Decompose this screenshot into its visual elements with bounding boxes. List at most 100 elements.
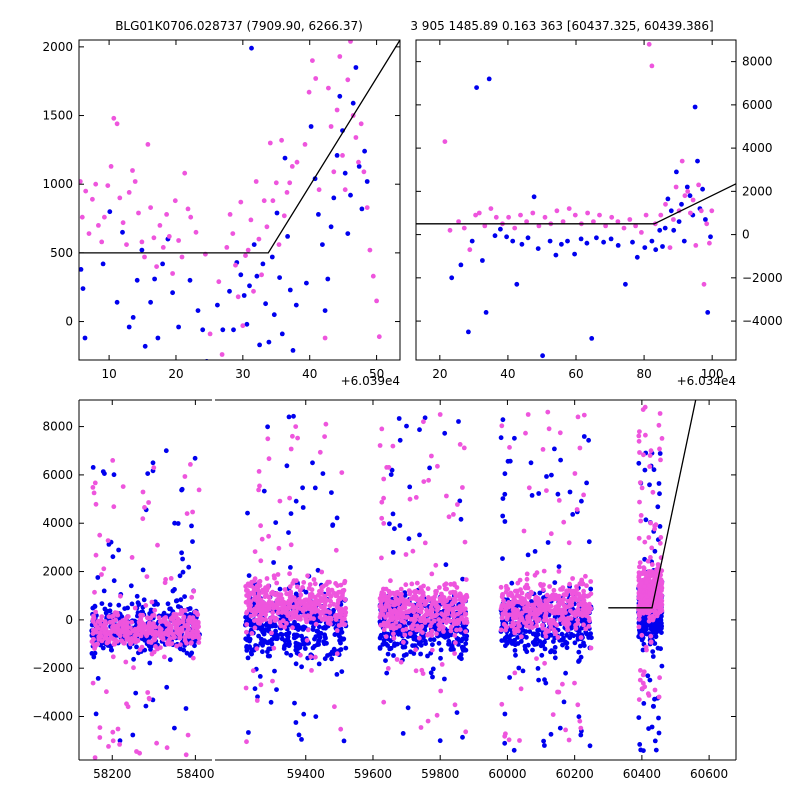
data-point [110,738,116,744]
data-point [638,518,644,524]
data-point [358,121,364,127]
data-point [256,469,262,474]
data-point [454,710,460,715]
data-point [524,219,529,225]
data-point [403,552,409,557]
data-point [316,187,322,193]
data-point [615,219,621,225]
data-point [572,251,577,257]
data-point [380,597,386,602]
data-point [299,664,304,670]
data-point [407,631,413,636]
data-point [157,627,163,633]
data-point [269,603,274,608]
data-point [318,611,324,616]
data-point [281,603,287,609]
data-point [518,686,524,692]
data-point [124,701,129,707]
data-point [681,238,687,244]
data-point [384,670,390,676]
data-point [403,582,409,588]
data-point [256,633,261,639]
data-point [91,642,97,647]
data-point [636,697,642,702]
data-point [97,725,103,730]
data-point [80,286,86,291]
data-point [529,590,534,596]
data-point [425,586,431,592]
data-point [172,520,178,526]
data-point [647,482,652,488]
x-tick-label: 58400 [176,767,214,781]
data-point [135,600,141,606]
data-point [165,601,171,607]
data-point [653,522,659,528]
data-point [102,214,107,220]
data-point [359,206,365,212]
data-point [650,654,656,659]
data-point [536,677,541,683]
data-point [168,616,174,622]
data-point [397,437,403,443]
series-a [79,45,370,360]
data-point [563,727,568,733]
data-point [540,447,546,452]
data-point [542,677,547,683]
data-point [461,225,467,231]
data-point [265,640,271,646]
data-point [182,594,188,599]
data-point [653,247,659,253]
data-point [96,637,102,642]
data-point [655,645,661,651]
data-point [196,633,201,638]
data-point [294,632,300,638]
data-point [584,631,589,637]
data-point [125,620,130,625]
data-point [104,640,110,646]
data-point [176,324,182,330]
y-tick-label: 1500 [42,109,73,123]
data-point [323,421,329,427]
data-point [641,701,647,706]
data-point [396,416,402,421]
data-point [597,212,602,218]
data-point [510,620,516,625]
data-point [458,516,464,522]
data-point [266,339,272,345]
data-point [576,629,582,634]
data-point [270,198,276,204]
data-point [502,740,508,746]
data-point [184,511,190,516]
data-point [284,650,289,656]
data-point [243,685,249,691]
data-point [652,687,658,693]
data-point [578,635,584,640]
data-point [109,629,115,634]
data-point [656,694,662,700]
data-point [322,606,327,611]
data-point [174,630,180,635]
data-point [578,611,584,616]
data-point [424,607,429,613]
data-point [402,593,408,598]
data-point [553,629,558,635]
data-point [409,581,415,587]
data-point [99,239,105,245]
data-point [129,601,135,607]
data-point [576,593,582,598]
data-point [269,641,275,647]
data-point [459,638,464,644]
data-point [527,629,533,634]
data-point [247,636,253,642]
data-point [337,596,343,602]
data-point [178,597,184,603]
data-point [270,678,275,684]
data-point [248,217,254,223]
model-line [416,183,736,225]
data-point [275,572,281,577]
data-point [377,646,383,651]
data-point [663,201,668,207]
data-point [566,540,572,546]
data-point [499,615,505,621]
